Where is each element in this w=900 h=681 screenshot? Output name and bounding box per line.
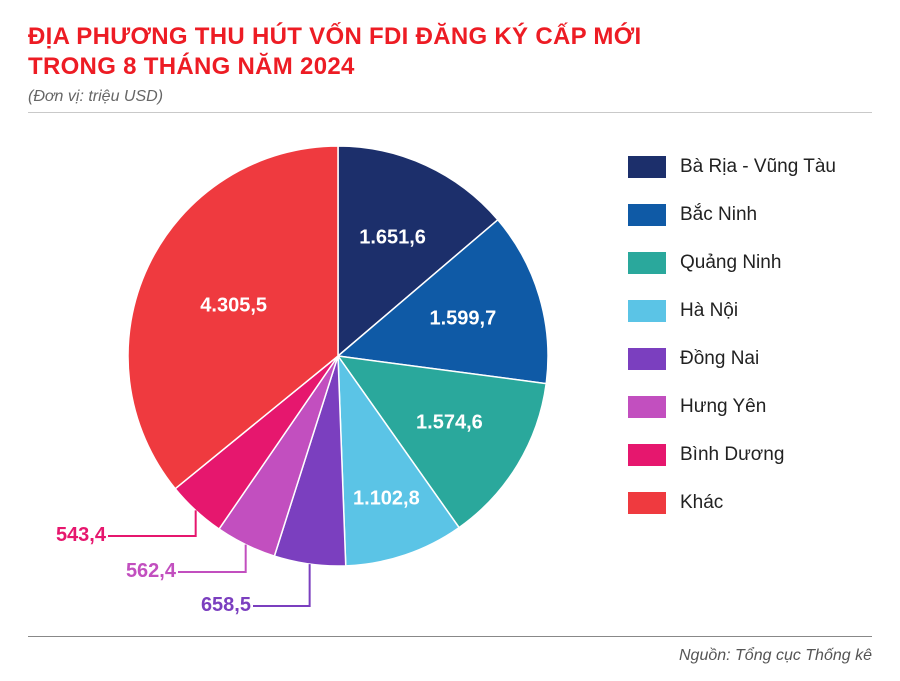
title-line-1: ĐỊA PHƯƠNG THU HÚT VỐN FDI ĐĂNG KÝ CẤP M… [28,23,641,50]
legend-label: Bà Rịa - Vũng Tàu [680,156,836,178]
legend-item: Bà Rịa - Vũng Tàu [628,156,836,178]
slice-callout-label: 543,4 [28,524,106,547]
legend-label: Bình Dương [680,444,784,466]
legend: Bà Rịa - Vũng Tàu Bắc Ninh Quảng Ninh Hà… [628,156,836,540]
legend-item: Bình Dương [628,444,836,466]
pie-svg [118,136,558,576]
legend-label: Bắc Ninh [680,204,757,226]
legend-item: Hà Nội [628,300,836,322]
rule-top [28,112,872,113]
legend-swatch [628,300,666,322]
legend-swatch [628,204,666,226]
chart-title: ĐỊA PHƯƠNG THU HÚT VỐN FDI ĐĂNG KÝ CẤP M… [28,22,872,82]
legend-label: Hưng Yên [680,396,766,418]
legend-label: Đồng Nai [680,348,759,370]
legend-swatch [628,252,666,274]
legend-swatch [628,348,666,370]
legend-item: Bắc Ninh [628,204,836,226]
chart-row: 1.651,61.599,71.574,61.102,8658,5562,454… [28,126,872,626]
legend-swatch [628,396,666,418]
pie-chart-area: 1.651,61.599,71.574,61.102,8658,5562,454… [28,126,588,626]
legend-item: Đồng Nai [628,348,836,370]
legend-item: Quảng Ninh [628,252,836,274]
legend-item: Khác [628,492,836,514]
legend-item: Hưng Yên [628,396,836,418]
rule-bottom [28,636,872,637]
slice-callout-label: 562,4 [98,560,176,583]
slice-callout-label: 658,5 [173,594,251,617]
legend-label: Hà Nội [680,300,738,322]
chart-subtitle: (Đơn vị: triệu USD) [28,88,872,106]
chart-source: Nguồn: Tổng cục Thống kê [679,647,872,665]
chart-container: ĐỊA PHƯƠNG THU HÚT VỐN FDI ĐĂNG KÝ CẤP M… [0,0,900,681]
legend-label: Khác [680,492,723,514]
legend-swatch [628,492,666,514]
legend-swatch [628,444,666,466]
legend-swatch [628,156,666,178]
legend-label: Quảng Ninh [680,252,781,274]
title-line-2: TRONG 8 THÁNG NĂM 2024 [28,53,355,80]
